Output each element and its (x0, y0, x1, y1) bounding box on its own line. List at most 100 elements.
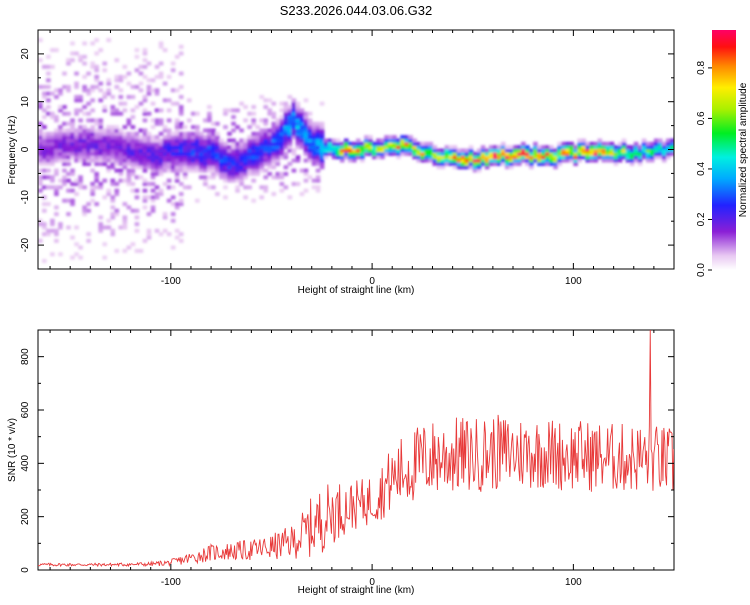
spectrogram-cell (138, 145, 144, 150)
spectrogram-cell (251, 161, 256, 166)
spectrogram-cell (126, 131, 132, 136)
spectrogram-cell (158, 74, 164, 79)
spectrogram-cell (231, 168, 236, 173)
spectrogram-cell (134, 165, 140, 170)
spectrogram-cell (211, 165, 216, 170)
spectrogram-cell (339, 148, 345, 153)
spectrogram-cell (146, 195, 152, 200)
spectrogram-cell (118, 161, 124, 166)
spectrogram-cell (368, 141, 373, 146)
spectrogram-cell (154, 118, 160, 123)
spectrogram-cell (86, 232, 91, 237)
spectrogram-cell (315, 135, 321, 140)
spectrogram-cell (194, 158, 200, 163)
spectrogram-cell (207, 151, 212, 156)
spectrogram-cell (480, 158, 486, 163)
spectrogram-cell (142, 151, 148, 156)
spectrogram-cell (279, 128, 285, 133)
spectrogram-cell (517, 148, 522, 153)
spectrogram-cell (360, 141, 365, 146)
spectrogram-cell (231, 171, 236, 176)
spectrogram-cell (154, 141, 160, 146)
spectrogram-cell (219, 165, 224, 170)
spectrogram-cell (170, 148, 176, 153)
spectrogram-cell (134, 151, 140, 156)
spectrogram-cell (396, 151, 401, 156)
spectrogram-cell (166, 148, 172, 153)
spectrogram-cell (529, 155, 534, 160)
spectrogram-cell (86, 155, 91, 160)
spectrogram-cell (54, 131, 59, 136)
spectrogram-cell (106, 131, 112, 136)
spectrogram-cell (158, 61, 164, 66)
spectrogram-cell (553, 165, 558, 170)
spectrogram-cell (94, 155, 99, 160)
spectrogram-cell (521, 151, 526, 156)
spectrogram-cell (50, 178, 55, 183)
spectrogram-cell (319, 145, 325, 150)
spectrogram-cell (275, 125, 281, 130)
spectrogram-cell (62, 145, 67, 150)
spectrogram-cell (182, 155, 188, 160)
spectrogram-cell (102, 138, 108, 143)
spectrogram-cell (58, 88, 63, 93)
spectrogram-cell (428, 148, 434, 153)
x-tick-label: 100 (565, 276, 582, 287)
spectrogram-cell (78, 182, 83, 186)
spectrogram-cell (190, 161, 196, 166)
spectrogram-cell (62, 151, 67, 156)
spectrogram-cell (215, 141, 220, 146)
spectrogram-cell (82, 84, 87, 89)
spectrogram-cell (174, 178, 180, 183)
spectrogram-cell (271, 135, 277, 140)
spectrogram-cell (488, 155, 494, 160)
spectrogram-cell (251, 145, 256, 150)
y-tick-label: 200 (20, 508, 31, 525)
spectrogram-cell (194, 165, 200, 170)
spectrogram-cell (283, 185, 289, 190)
spectrogram-cell (142, 48, 148, 53)
spectrogram-cell (215, 135, 220, 140)
spectrogram-cell (46, 131, 51, 136)
spectrogram-cell (102, 128, 108, 133)
spectrogram-cell (110, 95, 116, 99)
spectrogram-cell (597, 145, 603, 150)
spectrogram-cell (323, 145, 329, 150)
spectrogram-cell (98, 151, 104, 156)
spectrogram-cell (211, 138, 216, 143)
spectrogram-cell (364, 151, 369, 156)
spectrogram-cell (295, 128, 301, 133)
spectrogram-cell (182, 145, 188, 150)
spectrogram-cell (98, 225, 104, 230)
spectrogram-cell (170, 61, 176, 66)
spectrogram-cell (372, 151, 377, 156)
spectrogram-cell (271, 148, 277, 153)
spectrogram-cell (223, 178, 228, 183)
spectrogram-cell (295, 141, 301, 146)
spectrogram-cell (315, 188, 321, 193)
spectrogram-cell (347, 141, 353, 146)
spectrogram-cell (621, 141, 627, 146)
spectrogram-cell (327, 141, 333, 146)
spectrogram-cell (46, 202, 51, 207)
spectrogram-cell (134, 222, 140, 227)
spectrogram-cell (58, 158, 63, 163)
spectrogram-cell (295, 138, 301, 143)
spectrogram-cell (126, 151, 132, 156)
spectrogram-cell (549, 145, 554, 150)
spectrogram-cell (440, 151, 446, 156)
spectrogram-cell (247, 161, 252, 166)
spectrogram-cell (239, 171, 244, 176)
spectrogram-cell (243, 105, 248, 109)
spectrogram-cell (62, 111, 67, 116)
spectrogram-cell (170, 158, 176, 163)
spectrogram-cell (130, 131, 136, 136)
spectrogram-cell (279, 101, 285, 106)
spectrogram-cell (54, 118, 59, 123)
spectrogram-cell (275, 128, 281, 133)
spectrogram-cell (452, 155, 458, 160)
spectrogram-cell (424, 141, 430, 146)
spectrogram-cell (476, 161, 482, 166)
spectrogram-cell (444, 161, 450, 166)
spectrogram-cell (78, 54, 83, 59)
